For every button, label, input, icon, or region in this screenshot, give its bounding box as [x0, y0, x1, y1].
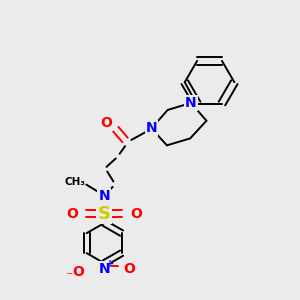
Text: N: N	[185, 96, 197, 110]
Text: S: S	[98, 205, 111, 223]
Text: O: O	[130, 207, 142, 221]
Text: O: O	[66, 207, 78, 221]
Text: O: O	[72, 266, 84, 279]
Text: CH₃: CH₃	[64, 177, 85, 187]
Text: N: N	[146, 122, 157, 135]
Text: N: N	[98, 262, 110, 276]
Text: +: +	[106, 259, 114, 269]
Text: O: O	[100, 116, 112, 130]
Text: N: N	[98, 189, 110, 203]
Text: O: O	[123, 262, 135, 276]
Text: ⁻: ⁻	[65, 270, 72, 284]
